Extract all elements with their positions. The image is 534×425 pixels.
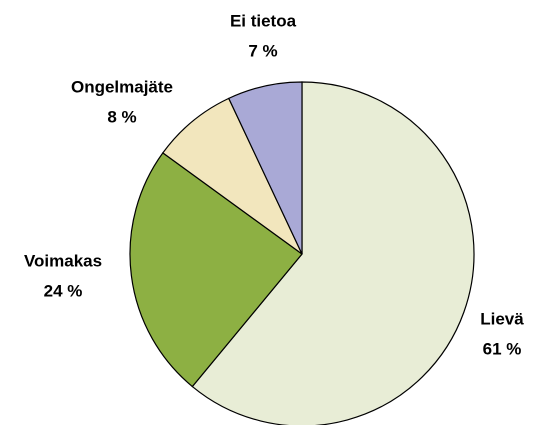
pie-slice [227,81,303,255]
slice-value-label: 61 % [483,339,522,358]
slice-value-label: 24 % [44,281,83,300]
slice-label: Ei tietoa [230,11,297,30]
slice-label: Ongelmajäte [71,77,173,96]
slice-label: Voimakas [24,251,102,270]
slice-label: Lievä [480,309,524,328]
slice-value-label: 7 % [248,41,277,60]
pie-slice [129,152,303,388]
pie-slice [191,81,475,425]
slice-value-label: 8 % [107,107,136,126]
